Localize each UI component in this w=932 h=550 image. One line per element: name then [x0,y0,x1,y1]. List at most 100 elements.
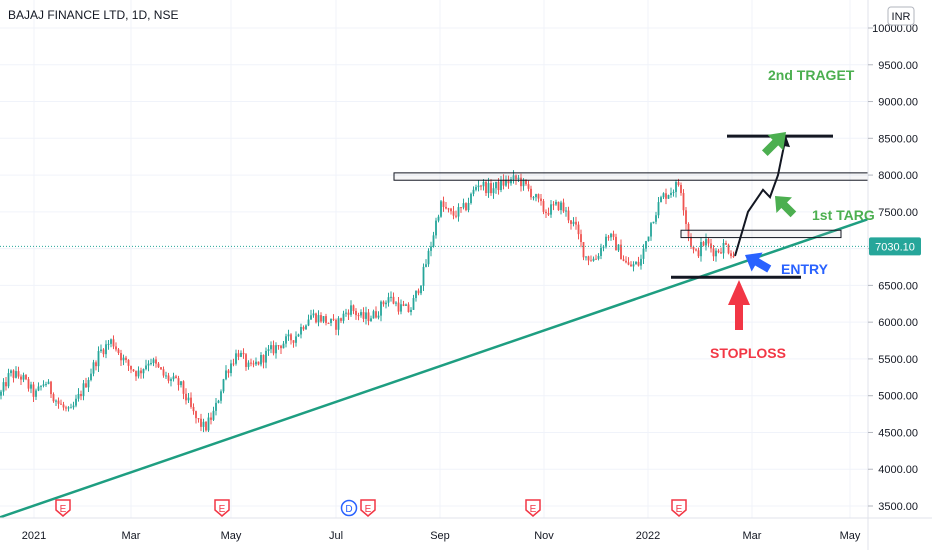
candle-up [2,382,5,392]
currency-button[interactable]: INR [887,6,915,26]
candle-up [70,407,72,409]
target1-zone [680,229,842,239]
earnings-marker[interactable]: E [525,499,541,517]
stoploss-label: STOPLOSS [710,345,786,361]
y-axis[interactable]: 10000.00 9500.00 9000.00 8500.00 8000.00 7500… [868,23,918,513]
candle-down [355,310,357,316]
candle-down [707,239,710,244]
y-tick-label: 7500.00 [878,207,918,219]
earnings-marker[interactable]: E [214,499,230,517]
candle-down [625,260,627,263]
candle-up [370,318,372,322]
candle-up [22,375,25,380]
candle-down [262,355,265,363]
candle-up [72,405,75,408]
candle-down [382,301,385,305]
candle-down [485,181,487,194]
candle-down [162,369,165,376]
candle-up [532,197,535,199]
candle-up [365,312,367,319]
candle-up [15,371,17,378]
candle-down [190,397,192,407]
candle-up [150,363,152,365]
candle-down [697,250,700,257]
candle-down [155,359,157,364]
target2-arrow [761,132,786,157]
candle-down [252,363,255,365]
candle-down [12,370,15,378]
candle-up [47,381,50,385]
candle-down [375,311,377,318]
x-tick-label: Sep [430,530,450,542]
earnings-marker[interactable]: E [671,499,687,517]
candle-down [587,256,590,261]
candle-up [235,353,237,364]
candle-up [247,362,250,367]
candle-down [167,375,170,381]
candle-down [302,326,305,330]
candle-down [692,246,695,250]
candle-down [452,211,455,216]
candle-up [662,193,665,198]
candle-up [0,391,2,396]
candle-up [600,247,602,256]
candle-down [720,252,722,254]
drawings [0,132,868,518]
x-axis[interactable]: 2021 Mar May Jul Sep Nov 2022 Mar May [22,530,861,542]
candle-down [347,312,350,315]
candle-down [362,312,365,319]
candle-up [207,417,210,431]
candle-up [572,221,575,224]
candle-up [142,369,145,374]
candle-down [257,361,260,365]
candle-down [290,334,292,341]
candle-up [30,384,32,389]
candle-up [477,185,480,188]
x-tick-label: May [221,530,242,542]
candle-up [87,379,90,388]
candle-up [642,248,645,259]
candle-up [715,250,717,257]
candle-down [127,359,130,366]
candle-down [515,175,517,180]
candle-down [117,349,120,354]
candle-up [655,215,657,222]
candle-down [570,220,572,224]
dividend-marker[interactable]: D [340,499,358,517]
candle-down [50,381,52,395]
candle-up [310,315,312,320]
candle-down [690,236,692,247]
candle-down [20,376,22,380]
candle-down [65,407,67,409]
candle-up [555,201,557,205]
earnings-marker[interactable]: E [55,499,71,517]
candle-up [285,336,287,344]
earnings-marker[interactable]: E [360,499,376,517]
candle-down [185,393,187,401]
y-tick-label: 6500.00 [878,280,918,292]
candle-up [635,261,637,265]
candle-up [90,373,92,380]
candle-down [447,208,450,210]
y-tick-label: 5000.00 [878,391,918,403]
candle-down [132,369,135,372]
svg-text:E: E [676,504,683,515]
candle-up [297,334,300,337]
candle-up [360,312,362,316]
candle-up [240,352,242,357]
candle-down [580,234,582,243]
candle-down [490,183,492,194]
candle-down [242,352,245,355]
candle-up [287,334,290,337]
candle-down [460,207,462,209]
candle-down [5,382,7,387]
candle-up [77,393,80,399]
candle-up [565,210,567,212]
projection-path [734,135,787,257]
candle-up [705,239,707,246]
candle-up [295,336,297,343]
candle-down [340,318,342,321]
candle-up [645,241,647,249]
candle-down [575,221,577,225]
